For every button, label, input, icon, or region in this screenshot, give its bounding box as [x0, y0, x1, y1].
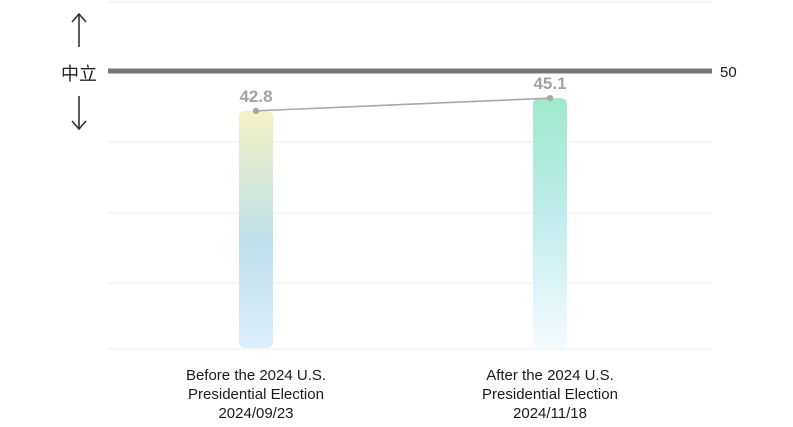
reference-line-group: 50: [108, 64, 737, 81]
data-point: [252, 107, 260, 115]
data-label: 45.1: [533, 74, 566, 93]
gridlines: [108, 1, 712, 350]
connector-line: [255, 97, 551, 112]
side-annotation: 中立: [61, 12, 97, 131]
up-arrow-head-icon: [71, 12, 87, 23]
bars: [239, 98, 567, 348]
category-label: 2024/09/23: [218, 405, 293, 422]
connector-group: [252, 94, 554, 115]
bar: [533, 98, 567, 348]
category-label: Presidential Election: [482, 386, 618, 403]
data-point: [546, 94, 554, 102]
category-label: 2024/11/18: [513, 405, 587, 422]
category-label: Presidential Election: [188, 386, 324, 403]
side-label: 中立: [61, 64, 97, 85]
bar: [239, 110, 273, 348]
reference-value-label: 50: [720, 64, 737, 81]
data-label: 42.8: [239, 87, 272, 106]
category-label: Before the 2024 U.S.: [186, 367, 326, 384]
category-label: After the 2024 U.S.: [486, 367, 614, 384]
down-arrow-head-icon: [71, 120, 87, 131]
category-labels: Before the 2024 U.S. Presidential Electio…: [186, 367, 618, 422]
labels: 42.8 45.1: [239, 74, 566, 106]
